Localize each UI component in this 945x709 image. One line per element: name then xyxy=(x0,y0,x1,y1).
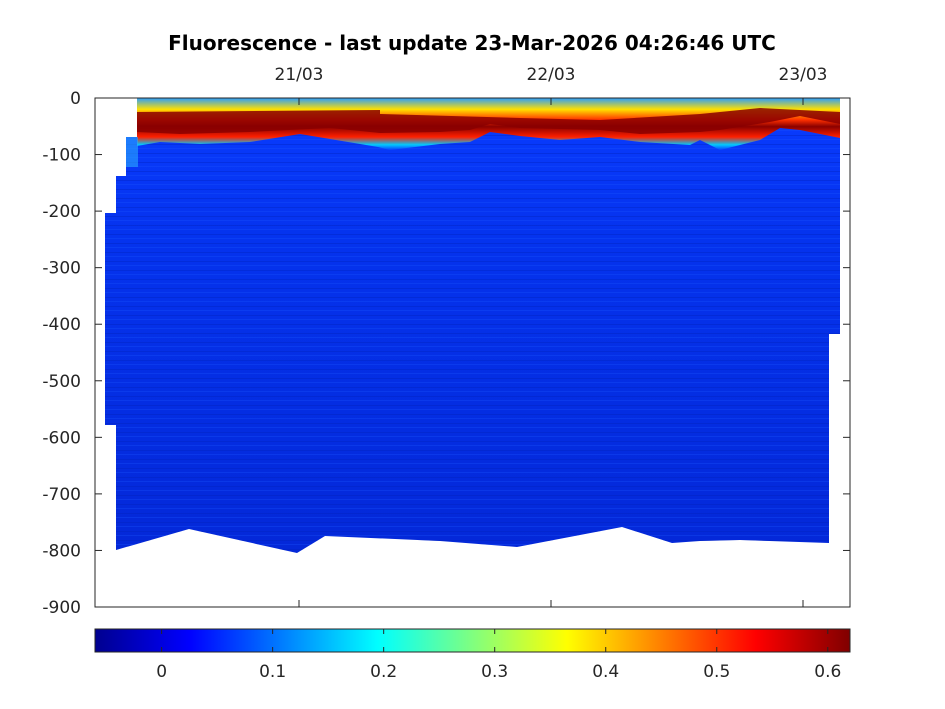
colorbar-tick-label: 0.4 xyxy=(592,662,619,682)
colorbar-ticks: 0 0.1 0.2 0.3 0.4 0.5 0.6 xyxy=(156,629,841,682)
x-tick-label: 23/03 xyxy=(779,65,828,85)
colorbar-tick-label: 0.1 xyxy=(259,662,286,682)
y-tick-label: -500 xyxy=(42,372,81,392)
heatmap xyxy=(105,98,840,553)
colorbar-tick-label: 0.3 xyxy=(481,662,508,682)
x-tick-label: 21/03 xyxy=(275,65,324,85)
heatmap-streak-overlay xyxy=(105,98,840,553)
fluorescence-max-band xyxy=(137,108,840,134)
colorbar-tick-label: 0 xyxy=(156,662,167,682)
colorbar-tick-label: 0.6 xyxy=(814,662,841,682)
y-tick-label: -700 xyxy=(42,485,81,505)
y-tick-label: 0 xyxy=(70,89,81,109)
colorbar-tick-label: 0.2 xyxy=(370,662,397,682)
y-axis: 0 -100 -200 -300 -400 -500 -600 -700 -800 -900 xyxy=(42,89,850,618)
y-tick-label: -300 xyxy=(42,259,81,279)
colorbar xyxy=(94,628,851,653)
y-tick-label: -600 xyxy=(42,428,81,448)
axes-box xyxy=(94,97,851,608)
left-edge-transition xyxy=(126,137,138,167)
x-tick-label: 22/03 xyxy=(527,65,576,85)
x-axis: 21/03 22/03 23/03 xyxy=(275,65,828,607)
y-tick-label: -100 xyxy=(42,146,81,166)
chart-title: Fluorescence - last update 23-Mar-2026 0… xyxy=(168,31,776,55)
y-tick-label: -900 xyxy=(42,598,81,618)
y-tick-label: -400 xyxy=(42,315,81,335)
y-tick-label: -800 xyxy=(42,541,81,561)
y-tick-label: -200 xyxy=(42,202,81,222)
colorbar-tick-label: 0.5 xyxy=(703,662,730,682)
